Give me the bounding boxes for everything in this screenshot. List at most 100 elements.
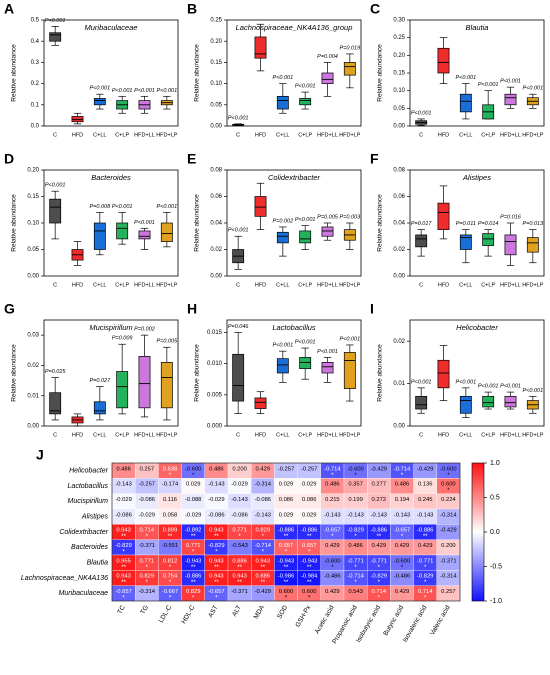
panel-label: A [4,1,14,17]
x-tick-label: HFD [255,282,266,288]
significance-stars: * [378,580,381,586]
cell-value: -0.714 [394,466,411,472]
significance-stars: * [192,473,195,479]
significance-stars: * [424,580,427,586]
significance-stars: * [401,473,404,479]
y-tick-label: 0.20 [210,39,222,45]
cell-value: -0.086 [115,512,131,518]
cell-value: -0.086 [139,497,155,503]
x-tick-label: HFD+LP [522,132,544,138]
y-axis-label: Relative abundance [194,194,201,252]
cell-value: -0.829 [347,528,363,534]
p-value: P<0.001 [411,379,432,385]
column-label: Propanoic acid [331,604,359,645]
box [504,234,517,256]
cell-value: 0.199 [348,497,363,503]
box [482,233,495,246]
box [160,362,173,409]
y-tick-label: 0.5 [31,18,40,24]
x-tick-label: HFD [438,132,449,138]
colorbar-tick-label: -0.5 [490,563,502,570]
cell-value: 0.829 [256,528,271,534]
cell-value: -0.829 [208,543,224,549]
x-tick-label: HFD+LL [134,432,155,438]
p-value: P<0.001 [411,110,432,116]
p-value: P<0.001 [134,88,155,94]
y-axis-label: Relative abundance [194,44,201,102]
x-tick-label: HFD+LL [134,282,155,288]
cell-value: 0.943 [116,528,131,534]
y-tick-label: 0.20 [27,168,39,174]
x-tick-label: C [236,282,240,288]
significance-stars: * [354,580,357,586]
p-value: P<0.001 [90,86,111,92]
row-label: Muribaculaceae [59,590,109,597]
x-tick-label: C+LL [93,432,106,438]
x-tick-label: C+LP [481,282,495,288]
cell-value: 0.029 [186,482,201,488]
x-tick-label: C+LL [459,282,472,288]
significance-stars: * [169,473,172,479]
x-tick-label: C+LL [276,282,289,288]
panel-title: Alistipes [462,173,491,182]
p-value: P<0.001 [317,349,338,355]
cell-value: -0.943 [185,558,201,564]
y-tick-label: 0.10 [210,81,222,87]
y-tick-label: 0.01 [27,393,39,399]
column-label: AST [207,604,219,618]
cell-value: -0.714 [255,543,272,549]
p-value: P<0.001 [157,88,178,94]
significance-stars: * [308,596,311,602]
cell-value: -0.886 [371,528,387,534]
box [299,98,312,106]
p-value: P<0.001 [295,340,316,346]
p-value: P<0.001 [523,388,544,394]
cell-value: -0.371 [440,558,456,564]
box [459,93,472,113]
significance-stars: * [285,550,288,556]
x-tick-label: HFD+LL [317,432,338,438]
x-tick-label: HFD+LP [339,282,361,288]
x-tick-label: C+LP [115,132,129,138]
p-value: P=0.025 [45,369,67,375]
y-tick-label: 0.08 [210,168,222,174]
p-value: P=0.003 [340,214,362,220]
x-tick-label: C+LL [276,132,289,138]
x-tick-label: C+LP [481,432,495,438]
y-tick-label: 0.00 [27,424,39,430]
significance-stars: ** [307,580,312,586]
row-label: Alistipes [81,514,109,521]
y-axis-label: Relative abundance [377,344,384,402]
column-label: GSH-Px [294,604,312,629]
box [437,359,450,389]
y-tick-label: 0.01 [393,381,405,387]
box [254,196,267,217]
p-value: P=0.009 [112,336,133,342]
cell-value: -0.829 [115,543,131,549]
significance-stars: ** [191,580,196,586]
cell-value: 0.943 [209,528,224,534]
significance-stars: * [424,596,427,602]
y-axis-label: Relative abundance [11,194,18,252]
cell-value: 0.245 [418,497,433,503]
y-tick-label: 0.08 [393,168,405,174]
y-tick-label: 0.25 [210,18,222,24]
cell-value: 0.943 [209,558,224,564]
significance-stars: * [401,565,404,571]
y-tick-label: 0.00 [393,274,405,280]
p-value: P<0.001 [500,384,521,390]
p-value: P<0.001 [500,79,521,85]
cell-value: -0.600 [394,558,410,564]
column-label: SOD [276,604,289,620]
box [343,352,356,389]
y-tick-label: 0.04 [393,221,405,227]
p-value: P=0.002 [134,327,155,333]
significance-stars: * [192,550,195,556]
significance-stars: ** [121,534,126,540]
p-value: P=0.002 [273,218,294,224]
panel-title: Mucispirillum [89,323,132,332]
cell-value: 0.116 [163,497,177,503]
x-tick-label: HFD [72,432,83,438]
p-value: P<0.001 [157,204,178,210]
cell-value: 0.600 [302,589,317,595]
